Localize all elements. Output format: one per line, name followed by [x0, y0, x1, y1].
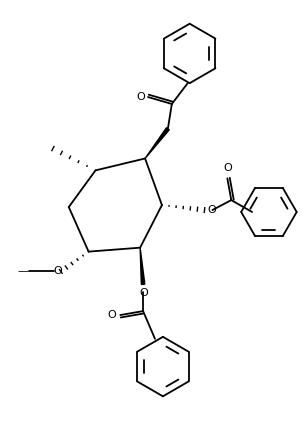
Text: —: — — [17, 266, 28, 276]
Polygon shape — [140, 248, 145, 284]
Text: O: O — [207, 205, 216, 215]
Text: O: O — [140, 288, 148, 298]
Polygon shape — [145, 128, 169, 159]
Text: O: O — [136, 92, 145, 102]
Text: O: O — [223, 163, 232, 173]
Text: O: O — [108, 310, 116, 320]
Text: O: O — [53, 266, 62, 276]
